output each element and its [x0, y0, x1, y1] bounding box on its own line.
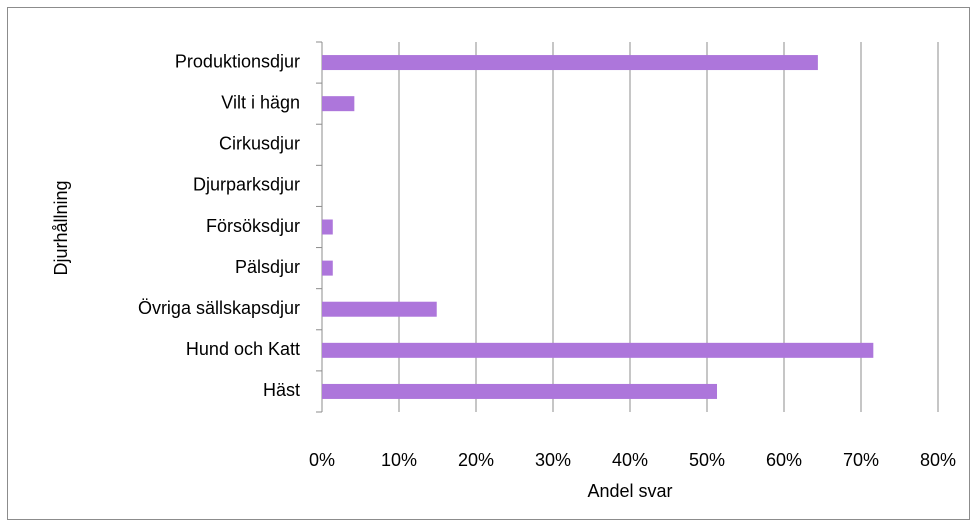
x-tick-label: 10% — [381, 450, 417, 470]
y-tick-label: Vilt i hägn — [221, 92, 300, 112]
chart-frame — [7, 7, 970, 520]
y-tick-label: Häst — [263, 380, 300, 400]
x-tick-label: 80% — [920, 450, 956, 470]
y-tick-label: Produktionsdjur — [175, 51, 300, 71]
y-tick-label: Cirkusdjur — [219, 134, 300, 154]
x-tick-label: 60% — [766, 450, 802, 470]
y-tick-label: Pälsdjur — [235, 257, 300, 277]
y-tick-label: Försöksdjur — [206, 216, 300, 236]
y-tick-label: Djurparksdjur — [193, 175, 300, 195]
y-tick-label: Hund och Katt — [186, 339, 300, 359]
x-tick-label: 50% — [689, 450, 725, 470]
x-tick-label: 0% — [309, 450, 335, 470]
bar — [322, 301, 437, 317]
x-tick-label: 30% — [535, 450, 571, 470]
bar — [322, 219, 333, 235]
x-tick-label: 20% — [458, 450, 494, 470]
bar — [322, 342, 874, 358]
x-axis-label: Andel svar — [587, 481, 672, 501]
bar — [322, 96, 355, 112]
bar — [322, 383, 718, 399]
bar — [322, 260, 333, 276]
y-tick-label: Övriga sällskapsdjur — [138, 298, 300, 318]
y-axis-label: Djurhållning — [51, 180, 71, 275]
x-tick-label: 70% — [843, 450, 879, 470]
x-tick-label: 40% — [612, 450, 648, 470]
bar — [322, 55, 818, 71]
